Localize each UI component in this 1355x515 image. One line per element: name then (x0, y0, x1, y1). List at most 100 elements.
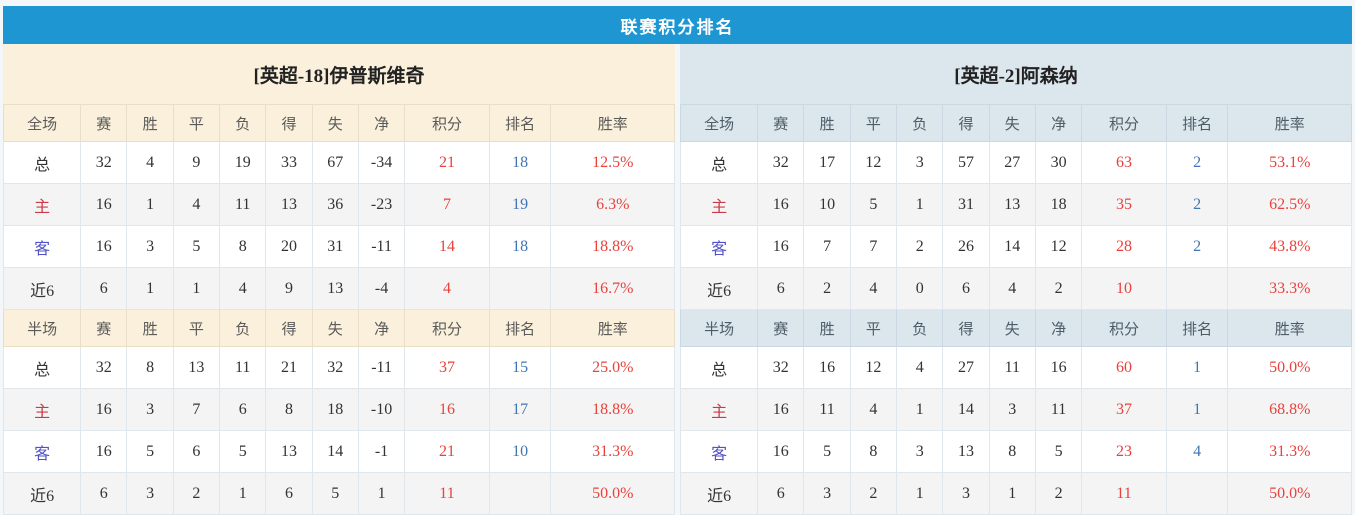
stat-cell: 31 (311, 225, 359, 268)
table-row: 总 32 17 12 3 57 27 30 63 2 53.1% (679, 141, 1352, 184)
stat-cell: 3 (896, 430, 944, 473)
stat-cell: 14 (988, 225, 1036, 268)
stat-cell: -10 (357, 388, 406, 431)
column-header-7: 积分 (404, 309, 490, 347)
stat-cell: 11 (1034, 388, 1083, 431)
stat-cell: 2 (1034, 472, 1083, 515)
stat-cell: 14 (942, 388, 990, 431)
row-label: 客 (679, 225, 759, 268)
stat-cell: 27 (988, 141, 1036, 184)
stat-cell: 6 (757, 472, 805, 515)
column-header-4: 得 (265, 309, 313, 347)
table-row: 主 16 10 5 1 31 13 18 35 2 62.5% (679, 183, 1352, 226)
stat-cell: 2 (1165, 225, 1229, 268)
stat-cell: 3 (988, 388, 1036, 431)
page-title: 联赛积分排名 (620, 17, 735, 37)
stat-cell: 37 (404, 346, 490, 389)
stat-cell: 14 (404, 225, 490, 268)
stat-cell: 1 (172, 267, 221, 310)
stat-cell: 9 (172, 141, 221, 184)
stat-cell: 1 (896, 183, 944, 226)
team-name-right: [英超-2]阿森纳 (680, 44, 1352, 104)
stat-cell: 4 (1165, 430, 1229, 473)
team-panel-arsenal: [英超-2]阿森纳 全场赛胜平负得失净积分 排名 胜率总 32 17 12 3 57 27 30 6… (679, 44, 1352, 515)
stat-cell: 5 (1034, 430, 1083, 473)
row-label: 主 (679, 388, 759, 431)
stat-cell: 8 (849, 430, 898, 473)
stat-cell: 4 (849, 267, 898, 310)
stat-cell: 10 (1081, 267, 1167, 310)
stat-cell: 11 (988, 346, 1036, 389)
stat-cell: 16 (80, 225, 128, 268)
stat-cell: 16.7% (550, 267, 675, 310)
row-label: 近6 (2, 267, 82, 310)
column-header-6: 净 (357, 309, 406, 347)
stat-cell: 18 (311, 388, 359, 431)
stat-cell: 67 (311, 141, 359, 184)
table-row: 总 32 4 9 19 33 67 -34 21 18 12.5% (2, 141, 675, 184)
stat-cell: 1 (126, 267, 174, 310)
column-header-9: 胜率 (550, 104, 675, 142)
row-label: 主 (2, 388, 82, 431)
column-header-3: 负 (219, 104, 267, 142)
stat-cell: 1 (896, 388, 944, 431)
table-row: 近6 6 3 2 1 3 1 2 11 50.0% (679, 472, 1352, 515)
column-header-2: 平 (172, 104, 221, 142)
column-header-8: 排名 (1165, 309, 1229, 347)
column-header-2: 平 (849, 104, 898, 142)
stat-cell: 6 (172, 430, 221, 473)
row-label: 总 (679, 141, 759, 184)
column-header-8: 排名 (488, 309, 552, 347)
column-header-5: 失 (988, 309, 1036, 347)
stat-cell: 57 (942, 141, 990, 184)
stat-cell: 6 (219, 388, 267, 431)
stat-cell: 31.3% (550, 430, 675, 473)
stat-cell: 10 (803, 183, 851, 226)
stat-cell: 25.0% (550, 346, 675, 389)
stat-cell: 16 (803, 346, 851, 389)
stat-cell: 2 (172, 472, 221, 515)
full-match-header: 全场 (2, 104, 82, 142)
stat-cell: 16 (757, 388, 805, 431)
page-title-bar: 联赛积分排名 (3, 6, 1352, 44)
stat-cell: 6 (80, 267, 128, 310)
table-row: 近6 6 2 4 0 6 4 2 10 33.3% (679, 267, 1352, 310)
half-time-header: 半场 (679, 309, 759, 347)
stat-cell: 19 (488, 183, 552, 226)
row-label: 总 (2, 346, 82, 389)
stat-cell: 37 (1081, 388, 1167, 431)
stat-cell: 17 (803, 141, 851, 184)
column-header-1: 胜 (803, 104, 851, 142)
stat-cell: -4 (357, 267, 406, 310)
column-header-0: 赛 (80, 104, 128, 142)
stat-cell: 9 (265, 267, 313, 310)
column-header-6: 净 (357, 104, 406, 142)
column-header-1: 胜 (803, 309, 851, 347)
stat-cell: 13 (265, 183, 313, 226)
table-row: 总 32 16 12 4 27 11 16 60 1 50.0% (679, 346, 1352, 389)
stat-cell: 6.3% (550, 183, 675, 226)
stat-cell: 4 (126, 141, 174, 184)
stat-cell: 7 (404, 183, 490, 226)
stat-cell: 21 (404, 430, 490, 473)
stat-cell: 18 (488, 225, 552, 268)
stat-cell: 32 (80, 141, 128, 184)
stat-cell: 3 (126, 388, 174, 431)
stat-cell: 16 (80, 430, 128, 473)
column-header-4: 得 (942, 104, 990, 142)
stat-cell: 1 (1165, 346, 1229, 389)
stat-cell: 12 (849, 346, 898, 389)
standings-table-left: 全场赛胜平负得失净积分 排名 胜率总 32 4 9 19 33 67 -34 21 18 12.5% 主 1… (2, 104, 675, 515)
stat-cell: 33 (265, 141, 313, 184)
stat-cell: 16 (80, 388, 128, 431)
stat-cell: 4 (849, 388, 898, 431)
column-header-0: 赛 (757, 104, 805, 142)
stat-cell: 18 (1034, 183, 1083, 226)
full-section-header-row: 全场赛胜平负得失净积分 排名 胜率 (2, 104, 675, 142)
column-header-9: 胜率 (1227, 309, 1352, 347)
stat-cell: 6 (757, 267, 805, 310)
full-match-header: 全场 (679, 104, 759, 142)
stat-cell: 3 (896, 141, 944, 184)
row-label: 近6 (2, 472, 82, 515)
stat-cell: 11 (1081, 472, 1167, 515)
